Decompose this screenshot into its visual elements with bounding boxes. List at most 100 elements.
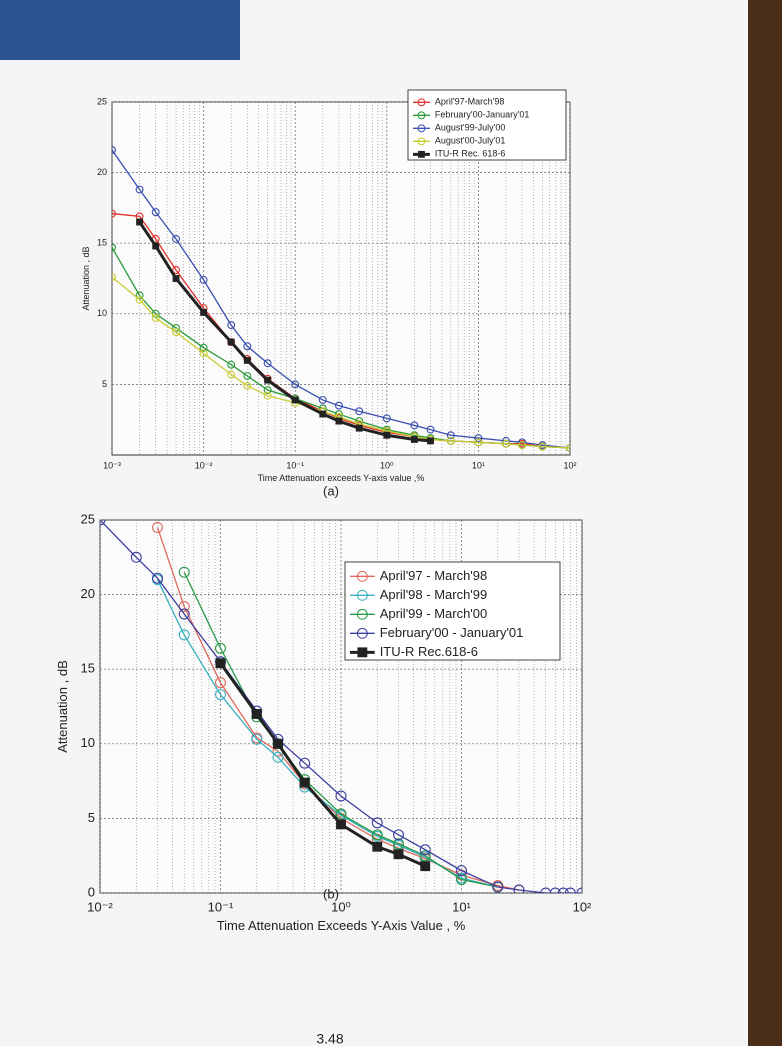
marker — [456, 865, 467, 877]
y-tick-label: 15 — [81, 661, 95, 676]
marker — [446, 431, 455, 440]
plot-layer — [100, 520, 582, 893]
marker — [264, 376, 272, 384]
y-axis-label: Attenuation , dB — [55, 660, 70, 753]
marker — [492, 881, 504, 893]
marker — [263, 391, 272, 400]
y-tick-label: 15 — [97, 238, 107, 248]
marker — [152, 521, 163, 533]
marker — [199, 343, 208, 352]
series-line — [112, 276, 570, 449]
legend-label: April'97-March'98 — [435, 97, 504, 107]
marker — [355, 407, 364, 416]
x-axis-label: Time Attenuation exceeds Y-axis value ,% — [258, 473, 425, 483]
marker — [335, 417, 343, 425]
marker — [215, 689, 226, 701]
x-tick-label: 10⁻² — [87, 899, 113, 914]
marker — [251, 733, 263, 745]
marker — [319, 410, 327, 418]
y-tick-label: 25 — [81, 511, 95, 526]
y-tick-label: 20 — [81, 586, 95, 601]
marker — [136, 218, 143, 226]
marker — [112, 243, 116, 252]
marker — [130, 551, 142, 563]
marker — [243, 381, 252, 390]
marker — [474, 434, 483, 443]
marker — [549, 887, 561, 893]
x-tick-label: 10⁰ — [380, 460, 394, 470]
marker — [318, 395, 327, 404]
marker — [263, 386, 272, 395]
marker — [557, 887, 569, 893]
x-tick-label: 10¹ — [452, 899, 471, 914]
marker — [410, 436, 418, 443]
marker — [172, 275, 180, 282]
marker — [382, 414, 391, 423]
marker — [419, 844, 431, 856]
series-line — [138, 221, 431, 443]
marker — [513, 884, 525, 893]
legend-label: ITU-R Rec. 618-6 — [435, 149, 506, 159]
x-tick-label: 10⁰ — [331, 899, 351, 914]
marker — [151, 314, 160, 323]
marker — [502, 439, 510, 448]
marker — [273, 738, 283, 749]
x-tick-label: 10⁻³ — [103, 460, 121, 470]
legend-label: August'99-July'00 — [435, 123, 505, 133]
marker — [336, 819, 346, 830]
marker — [172, 266, 180, 274]
y-tick-label: 20 — [97, 167, 107, 177]
series-line — [100, 520, 582, 893]
legend-label: August'00-July'01 — [435, 136, 505, 146]
legend-label: April'97 - March'98 — [380, 568, 488, 583]
plot-area — [111, 101, 571, 456]
marker — [299, 757, 311, 769]
marker — [172, 323, 180, 332]
marker — [112, 146, 116, 154]
legend-label: April'98 - March'99 — [380, 587, 488, 602]
marker — [564, 887, 576, 893]
caption: (a) — [323, 483, 339, 498]
marker — [420, 861, 431, 872]
marker — [178, 608, 190, 620]
marker — [152, 572, 163, 584]
marker — [446, 436, 455, 445]
marker — [227, 338, 235, 346]
marker — [199, 275, 208, 284]
y-tick-label: 25 — [97, 96, 107, 106]
marker — [215, 642, 226, 654]
marker — [172, 328, 180, 337]
marker — [291, 396, 299, 404]
marker — [335, 790, 347, 802]
marker — [112, 209, 116, 218]
marker — [227, 360, 236, 369]
marker — [456, 874, 467, 886]
marker — [393, 829, 404, 841]
marker — [227, 370, 236, 379]
marker — [272, 751, 284, 763]
x-tick-label: 10² — [563, 460, 576, 470]
marker — [178, 629, 190, 641]
y-tick-label: 5 — [102, 379, 107, 389]
marker — [427, 437, 434, 445]
marker — [383, 431, 391, 439]
legend-box — [344, 561, 561, 661]
legend-box — [407, 89, 567, 161]
legend-marker — [356, 608, 368, 620]
legend-label: ITU-R Rec.618-6 — [380, 644, 478, 659]
marker — [372, 841, 383, 852]
marker — [178, 566, 190, 578]
legend-marker — [418, 150, 425, 158]
page-number: 3.48 — [316, 1031, 343, 1046]
corner-shadow — [0, 0, 240, 60]
legend-marker — [357, 647, 368, 658]
marker — [227, 321, 236, 330]
marker — [135, 185, 144, 194]
marker — [393, 838, 404, 850]
marker — [243, 356, 251, 364]
legend-marker — [356, 570, 368, 582]
x-tick-label: 10⁻² — [195, 460, 213, 470]
legend-marker — [356, 589, 368, 601]
marker — [199, 349, 208, 358]
